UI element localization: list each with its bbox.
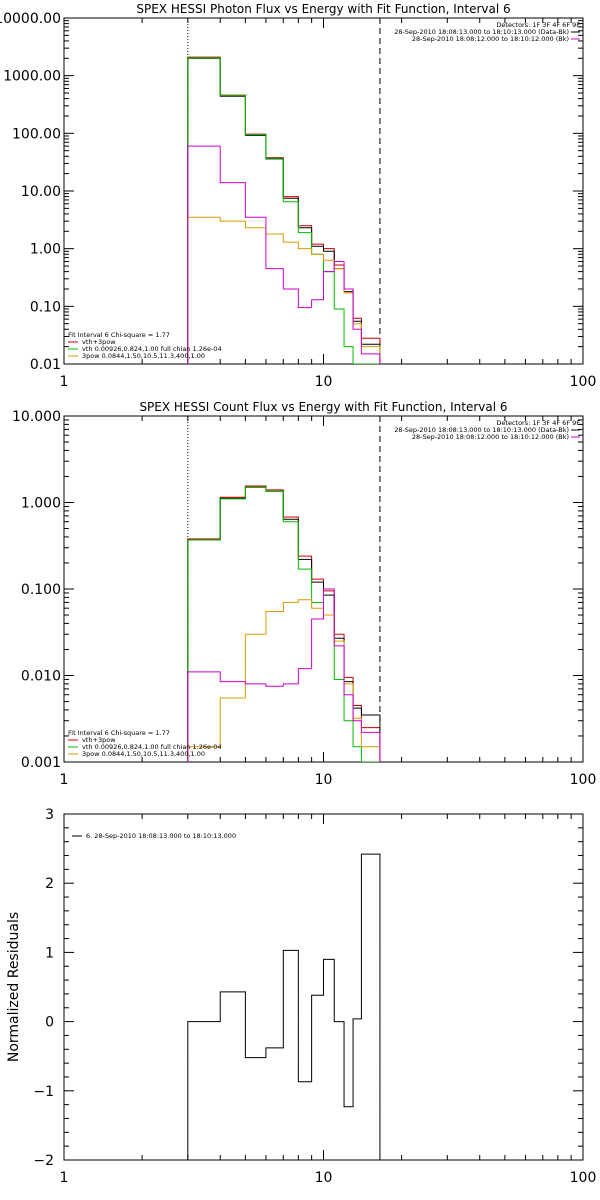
y-tick-label: 0.010 bbox=[21, 669, 61, 685]
y-tick-label: 2 bbox=[45, 876, 54, 892]
y-tick-label: 1000.00 bbox=[3, 69, 61, 85]
legend-entry: Fit Interval 6 Chi-square = 1.77 bbox=[68, 729, 170, 737]
x-tick-label: 1 bbox=[60, 772, 69, 788]
legend-entry: vth+3pow bbox=[82, 338, 116, 346]
chart-title: SPEX HESSI Photon Flux vs Energy with Fi… bbox=[136, 2, 510, 16]
panel-residuals: 1 10 100 −2 −1 0 1 2 3 Normalized Residuals 6. 28-… bbox=[6, 807, 596, 1186]
y-tick-label: 1.000 bbox=[21, 496, 61, 512]
legend-entry: 28-Sep-2010 18:08:12.000 to 18:10:12.000… bbox=[412, 433, 569, 441]
y-tick-label: −2 bbox=[33, 1153, 54, 1169]
y-tick-label: 100.00 bbox=[12, 126, 61, 142]
series-line-0 bbox=[187, 56, 381, 364]
legend-entry: Fit Interval 6 Chi-square = 1.77 bbox=[68, 331, 170, 339]
legend-entry: Detectors: 1F 3F 4F 6F 9F bbox=[496, 419, 580, 427]
x-tick-label: 10 bbox=[315, 374, 333, 390]
legend-entry: 3pow 0.0844,1.50,10.5,11.3,400,1.00 bbox=[82, 352, 205, 360]
legend-entry: vth 0.00926,0.824,1.00 full chian 1.26e-… bbox=[82, 345, 222, 353]
x-tick-label: 10 bbox=[315, 772, 333, 788]
legend-entry: 28-Sep-2010 18:08:13.000 to 18:10:13.000… bbox=[394, 28, 569, 36]
x-tick-label: 1 bbox=[60, 374, 69, 390]
y-axis-label: Normalized Residuals bbox=[6, 912, 22, 1062]
y-tick-label: 0.01 bbox=[30, 357, 61, 373]
y-tick-label: 10000.00 bbox=[0, 11, 61, 27]
series-line-1 bbox=[187, 57, 381, 364]
y-tick-label: 1.00 bbox=[30, 242, 61, 258]
panel-count: SPEX HESSI Count Flux vs Energy with Fit… bbox=[12, 400, 596, 788]
series-line-2 bbox=[187, 57, 380, 364]
series-line-3 bbox=[187, 599, 381, 762]
y-tick-label: 0.10 bbox=[30, 299, 61, 315]
x-tick-label: 100 bbox=[570, 374, 597, 390]
chart-title: SPEX HESSI Count Flux vs Energy with Fit… bbox=[139, 400, 507, 414]
series-line-2 bbox=[187, 486, 380, 762]
panel-photon: SPEX HESSI Photon Flux vs Energy with Fi… bbox=[0, 2, 596, 390]
y-tick-label: 3 bbox=[45, 807, 54, 823]
x-tick-label: 10 bbox=[315, 1170, 333, 1186]
legend-entry: Detectors: 1F 3F 4F 6F 9F bbox=[496, 21, 580, 29]
y-tick-label: 10.00 bbox=[21, 184, 61, 200]
series-line-0 bbox=[187, 853, 381, 1160]
legend-entry: 28-Sep-2010 18:08:13.000 to 18:10:13.000… bbox=[394, 426, 569, 434]
legend-entry: 3pow 0.0844,1.50,10.5,11.3,400,1.00 bbox=[82, 750, 205, 758]
y-tick-label: −1 bbox=[33, 1084, 54, 1100]
y-tick-label: 0.100 bbox=[21, 582, 61, 598]
y-tick-label: 0.001 bbox=[21, 755, 61, 771]
series-line-4 bbox=[187, 588, 381, 762]
legend-entry: vth+3pow bbox=[82, 736, 116, 744]
y-tick-label: 1 bbox=[45, 945, 54, 961]
plot-frame bbox=[63, 17, 584, 365]
y-tick-label: 0 bbox=[45, 1015, 54, 1031]
y-tick-label: 10.000 bbox=[12, 409, 61, 425]
series-line-4 bbox=[187, 145, 381, 364]
legend-entry: 6. 28-Sep-2010 18:08:13.000 to 18:10:13.… bbox=[86, 832, 236, 840]
series-line-3 bbox=[187, 216, 381, 364]
x-tick-label: 100 bbox=[570, 1170, 597, 1186]
x-tick-label: 1 bbox=[60, 1170, 69, 1186]
x-tick-label: 100 bbox=[570, 772, 597, 788]
legend-entry: 28-Sep-2010 18:08:12.000 to 18:10:12.000… bbox=[412, 35, 569, 43]
legend-entry: vth 0.00926,0.824,1.00 full chian 1.26e-… bbox=[82, 743, 222, 751]
